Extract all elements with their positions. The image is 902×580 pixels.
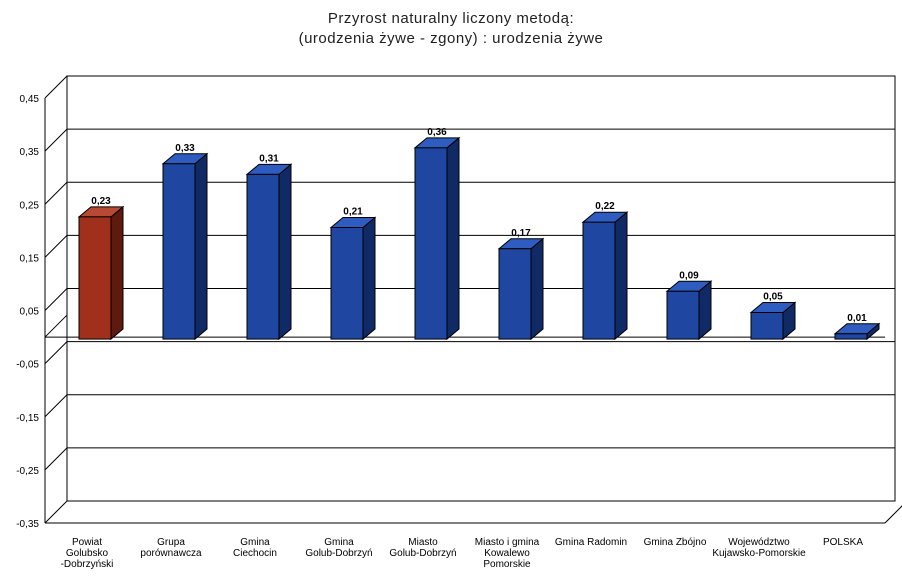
- bar-side: [194, 152, 208, 341]
- bar-side: [362, 216, 376, 341]
- bar: [498, 248, 532, 340]
- data-label: 0,21: [343, 207, 363, 218]
- x-tick-label: Gmina Golub-Dobrzyń: [305, 537, 372, 559]
- data-label: 0,23: [91, 196, 111, 207]
- gridline-depth: [44, 128, 68, 152]
- bar: [582, 221, 616, 340]
- data-label: 0,09: [679, 270, 699, 281]
- zero-plane-depth: [44, 314, 68, 338]
- x-tick-label: Gmina Radomin: [555, 537, 627, 548]
- bar-side: [530, 237, 544, 341]
- bar: [162, 163, 196, 340]
- data-label: 0,36: [427, 127, 447, 138]
- y-tick-label: -0,15: [16, 413, 39, 424]
- y-tick-label: 0,45: [20, 94, 40, 105]
- bar: [330, 227, 364, 340]
- gridline-depth: [44, 235, 68, 258]
- bar: [414, 147, 448, 340]
- gridline-depth: [44, 75, 68, 99]
- bar-side: [446, 136, 460, 341]
- x-tick-label: Gmina Ciechocin: [233, 537, 277, 559]
- bar: [78, 216, 112, 340]
- data-label: 0,22: [595, 201, 615, 212]
- bar: [246, 173, 280, 340]
- gridline-depth: [44, 500, 68, 524]
- data-label: 0,01: [847, 313, 867, 324]
- chart-title: Przyrost naturalny liczony metodą:: [327, 10, 575, 27]
- x-tick-label: Województwo Kujawsko-Pomorskie: [712, 537, 806, 559]
- bar-side: [278, 163, 292, 341]
- bar: [666, 290, 700, 340]
- x-tick-label: Miasto Golub-Dobrzyń: [389, 537, 456, 559]
- y-tick-label: -0,35: [16, 519, 39, 530]
- y-tick-label: 0,05: [20, 307, 40, 318]
- gridline-depth: [44, 447, 68, 471]
- data-label: 0,33: [175, 143, 195, 154]
- x-tick-label: POLSKA: [823, 537, 863, 548]
- x-tick-label: Grupa porównawcza: [140, 537, 202, 559]
- bar-side: [614, 211, 628, 341]
- data-label: 0,05: [763, 292, 783, 303]
- gridline-depth: [44, 288, 68, 311]
- x-tick-label: Powiat Golubsko -Dobrzyński: [61, 537, 114, 570]
- gridline-depth: [44, 341, 68, 364]
- x-tick-label: Gmina Zbójno: [644, 537, 707, 548]
- y-tick-label: 0,15: [20, 253, 40, 264]
- bar: [750, 312, 784, 340]
- bar-side: [110, 205, 124, 341]
- bar: [834, 333, 868, 340]
- gridline-depth: [44, 181, 68, 205]
- floor-edge: [884, 505, 902, 524]
- y-tick-label: -0,25: [16, 466, 39, 477]
- y-tick-label: -0,05: [16, 360, 39, 371]
- chart-subtitle: (urodzenia żywe - zgony) : urodzenia żyw…: [298, 30, 604, 47]
- gridline-depth: [44, 394, 68, 418]
- x-tick-label: Miasto i gmina Kowalewo Pomorskie: [475, 537, 540, 570]
- y-tick-label: 0,35: [20, 147, 40, 158]
- data-label: 0,17: [511, 228, 531, 239]
- y-tick-label: 0,25: [20, 200, 40, 211]
- data-label: 0,31: [259, 153, 279, 164]
